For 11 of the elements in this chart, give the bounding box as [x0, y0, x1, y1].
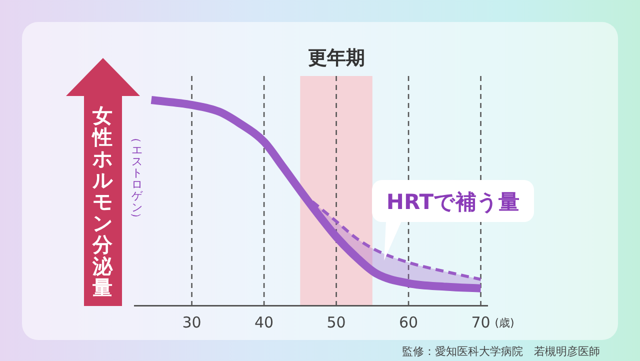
x-tick-label: 30	[182, 314, 202, 332]
x-tick-label: 50	[326, 314, 346, 332]
text: 監修：愛知医科大学病院 若槻明彦医師	[402, 345, 600, 358]
annotation: （エストロゲン）	[130, 132, 144, 224]
x-tick-label: 40	[254, 314, 274, 332]
y-axis-title: 女性ホルモン分泌量	[90, 103, 114, 300]
x-tick-label: 70	[471, 314, 490, 332]
x-tick-label: 60	[398, 314, 418, 332]
band-label: 更年期	[308, 47, 365, 69]
x-axis-title: (歳)	[494, 316, 514, 330]
annotation: HRTで補う量	[386, 190, 520, 214]
